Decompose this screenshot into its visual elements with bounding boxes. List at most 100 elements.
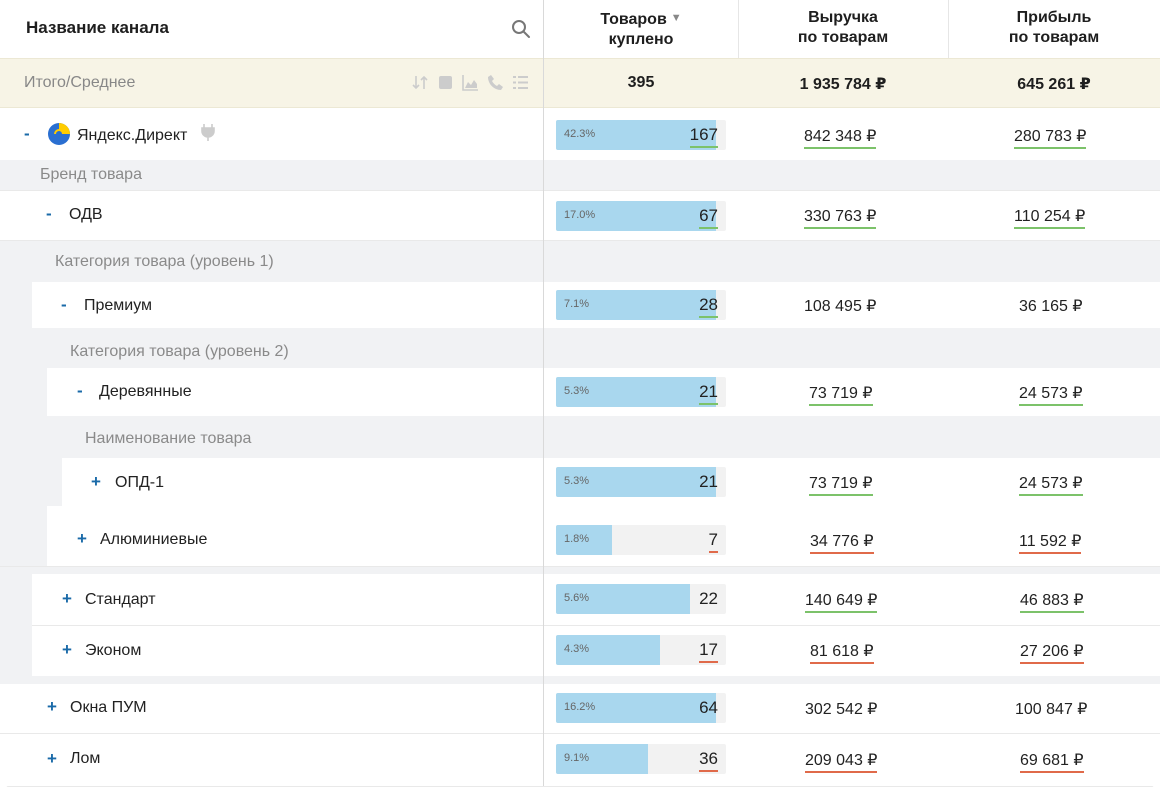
sort-desc-icon[interactable]: ▼ xyxy=(670,12,682,24)
items-count[interactable]: 17 xyxy=(699,640,718,663)
table-row[interactable]: + Окна ПУМ 16.2% 64 302 542 ₽ 100 847 ₽ xyxy=(0,684,1160,732)
expand-toggle[interactable]: + xyxy=(62,640,72,659)
group-indent xyxy=(0,566,32,676)
phone-icon[interactable] xyxy=(487,74,504,91)
expand-toggle[interactable]: + xyxy=(47,749,57,768)
profit-value[interactable]: 24 573 ₽ xyxy=(1019,383,1083,406)
category-name[interactable]: Эконом xyxy=(85,642,142,659)
row-divider xyxy=(32,625,1160,626)
revenue-value[interactable]: 140 649 ₽ xyxy=(805,590,878,613)
revenue-header-line1: Выручка xyxy=(808,9,878,26)
table-row[interactable]: - Деревянные 5.3% 21 73 719 ₽ 24 573 ₽ xyxy=(47,368,1160,416)
channel-column-header[interactable]: Название канала xyxy=(26,18,169,37)
table-row[interactable]: + Стандарт 5.6% 22 140 649 ₽ 46 883 ₽ xyxy=(32,574,1160,624)
square-icon[interactable] xyxy=(437,74,454,91)
profit-value[interactable]: 100 847 ₽ xyxy=(1015,701,1088,718)
items-bar-fill xyxy=(556,693,716,723)
category-name[interactable]: Деревянные xyxy=(99,383,192,400)
revenue-value[interactable]: 330 763 ₽ xyxy=(804,206,877,229)
revenue-column-header[interactable]: Выручка по товарам xyxy=(738,8,948,48)
items-count[interactable]: 22 xyxy=(699,589,718,608)
expand-toggle[interactable]: + xyxy=(47,697,57,716)
product-name[interactable]: ОПД-1 xyxy=(115,474,165,491)
items-bar: 5.3% 21 xyxy=(556,377,726,407)
header-separator xyxy=(948,0,949,58)
items-count[interactable]: 28 xyxy=(699,295,718,318)
table-row[interactable]: - Премиум 7.1% 28 108 495 ₽ 36 165 ₽ xyxy=(32,282,1160,328)
items-header-line1: Товаров xyxy=(600,11,667,28)
revenue-value[interactable]: 842 348 ₽ xyxy=(804,126,877,149)
area-chart-icon[interactable] xyxy=(462,74,479,91)
items-bar: 4.3% 17 xyxy=(556,635,726,665)
totals-row: Итого/Среднее 395 1 935 784 ₽ 645 261 ₽ xyxy=(0,58,1160,108)
items-count[interactable]: 167 xyxy=(689,125,718,148)
revenue-value[interactable]: 209 043 ₽ xyxy=(805,750,878,773)
group-label-brand: Бренд товара xyxy=(40,166,142,183)
table-row[interactable]: - ОДВ 17.0% 67 330 763 ₽ 110 254 ₽ xyxy=(0,190,1160,240)
brand-name[interactable]: Лом xyxy=(70,750,101,767)
profit-value[interactable]: 27 206 ₽ xyxy=(1020,641,1084,664)
revenue-value[interactable]: 73 719 ₽ xyxy=(809,473,873,496)
items-count[interactable]: 36 xyxy=(699,749,718,772)
revenue-header-line2: по товарам xyxy=(797,29,889,46)
plug-icon[interactable] xyxy=(200,123,216,141)
category-name[interactable]: Премиум xyxy=(84,297,153,314)
expand-toggle[interactable]: + xyxy=(62,589,72,608)
table-row[interactable]: + Алюминиевые 1.8% 7 34 776 ₽ 11 592 ₽ xyxy=(47,516,1160,564)
items-bar-fill xyxy=(556,525,613,555)
list-icon[interactable] xyxy=(512,74,529,91)
profit-header-line2: по товарам xyxy=(1008,29,1100,46)
expand-toggle[interactable]: + xyxy=(77,529,87,548)
collapse-toggle[interactable]: - xyxy=(77,381,83,400)
items-bar: 9.1% 36 xyxy=(556,744,726,774)
channel-name[interactable]: Яндекс.Директ xyxy=(77,127,188,144)
table-row[interactable]: - Яндекс.Директ 42.3% 167 842 348 ₽ 280 … xyxy=(0,110,1160,160)
items-percent: 9.1% xyxy=(564,752,590,764)
items-count[interactable]: 21 xyxy=(699,472,718,491)
brand-name[interactable]: ОДВ xyxy=(69,206,103,223)
search-icon[interactable] xyxy=(511,19,531,39)
items-bar-fill xyxy=(556,467,716,497)
category-name[interactable]: Алюминиевые xyxy=(100,531,208,548)
profit-value[interactable]: 36 165 ₽ xyxy=(1019,298,1083,315)
group-band xyxy=(0,566,1160,574)
items-count[interactable]: 67 xyxy=(699,206,718,229)
revenue-value[interactable]: 81 618 ₽ xyxy=(810,641,874,664)
revenue-value[interactable]: 302 542 ₽ xyxy=(805,701,878,718)
table-row[interactable]: + ОПД-1 5.3% 21 73 719 ₽ 24 573 ₽ xyxy=(62,458,1160,506)
revenue-value[interactable]: 73 719 ₽ xyxy=(809,383,873,406)
profit-value[interactable]: 11 592 ₽ xyxy=(1019,531,1082,554)
expand-toggle[interactable]: + xyxy=(91,472,101,491)
profit-value[interactable]: 46 883 ₽ xyxy=(1020,590,1084,613)
group-band xyxy=(0,328,1160,368)
group-label-product: Наименование товара xyxy=(85,430,252,447)
items-percent: 4.3% xyxy=(564,643,590,655)
items-bar-fill xyxy=(556,584,691,614)
items-bar: 17.0% 67 xyxy=(556,201,726,231)
table-row[interactable]: + Лом 9.1% 36 209 043 ₽ 69 681 ₽ xyxy=(0,734,1160,784)
row-divider xyxy=(0,566,1160,567)
collapse-toggle[interactable]: - xyxy=(61,295,67,314)
items-count[interactable]: 64 xyxy=(699,698,718,717)
profit-value[interactable]: 110 254 ₽ xyxy=(1014,206,1086,229)
table-row[interactable]: + Эконом 4.3% 17 81 618 ₽ 27 206 ₽ xyxy=(32,626,1160,676)
brand-name[interactable]: Окна ПУМ xyxy=(70,699,147,716)
items-bar-fill xyxy=(556,635,660,665)
totals-revenue: 1 935 784 ₽ xyxy=(799,76,887,93)
items-percent: 1.8% xyxy=(564,533,590,545)
collapse-toggle[interactable]: - xyxy=(46,204,52,223)
group-band xyxy=(0,416,1160,458)
items-column-header[interactable]: Товаров ▼ куплено xyxy=(544,8,738,50)
sort-order-icon[interactable] xyxy=(412,74,429,91)
items-count[interactable]: 21 xyxy=(699,382,718,405)
collapse-toggle[interactable]: - xyxy=(24,124,30,143)
category-name[interactable]: Стандарт xyxy=(85,591,156,608)
items-count[interactable]: 7 xyxy=(708,530,718,553)
profit-column-header[interactable]: Прибыль по товарам xyxy=(948,8,1160,48)
profit-value[interactable]: 280 783 ₽ xyxy=(1014,126,1087,149)
profit-value[interactable]: 69 681 ₽ xyxy=(1020,750,1084,773)
revenue-value[interactable]: 108 495 ₽ xyxy=(804,298,877,315)
items-bar-fill xyxy=(556,290,716,320)
profit-value[interactable]: 24 573 ₽ xyxy=(1019,473,1083,496)
revenue-value[interactable]: 34 776 ₽ xyxy=(810,531,874,554)
